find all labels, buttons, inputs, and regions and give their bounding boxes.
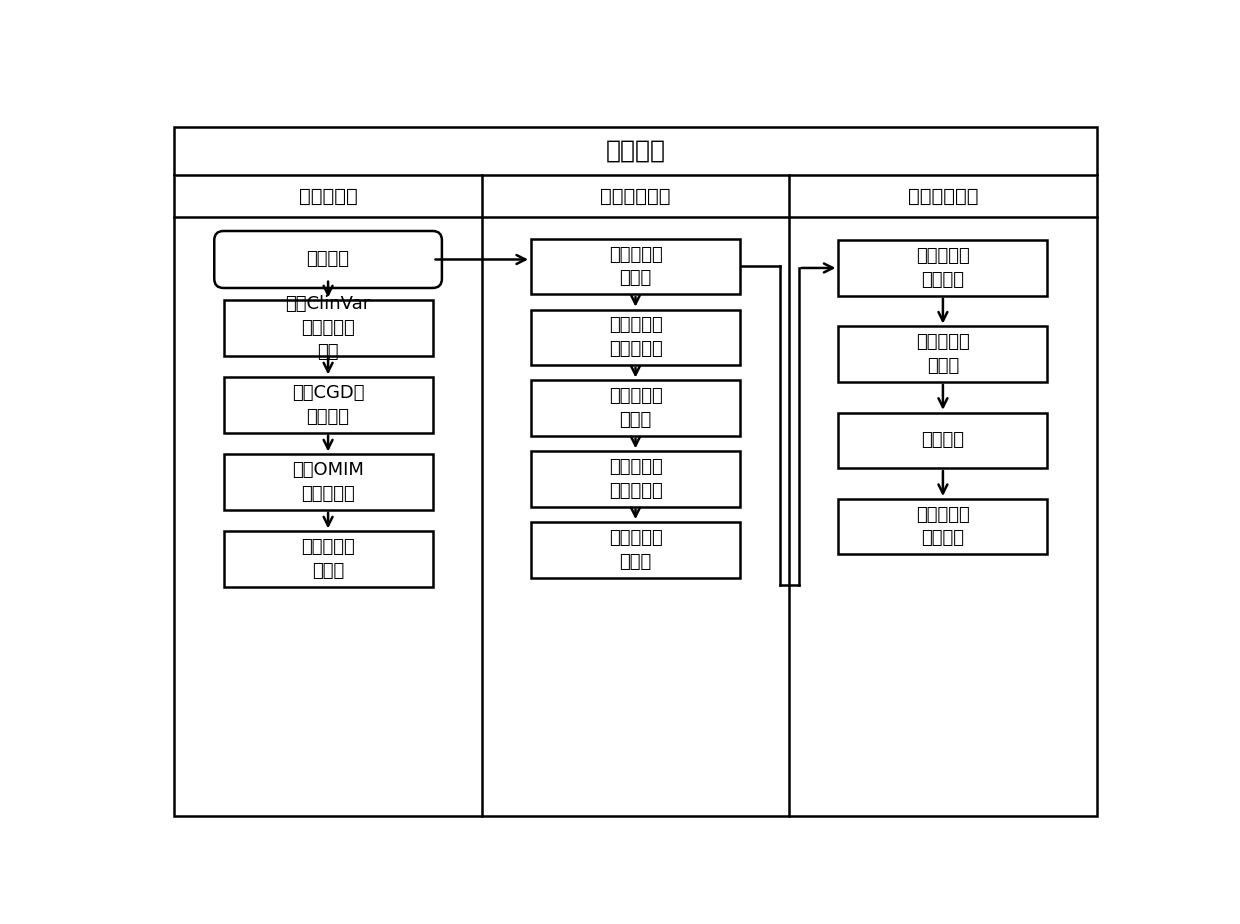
Text: 输出变异解
读信息表: 输出变异解 读信息表 [916, 505, 970, 548]
Bar [531, 381, 740, 436]
Bar [838, 240, 1048, 296]
Bar [223, 377, 433, 432]
Text: 处理输入变
异信息: 处理输入变 异信息 [609, 246, 662, 287]
Text: 加载ClinVar
疾病变异数
据库: 加载ClinVar 疾病变异数 据库 [285, 296, 371, 360]
Text: 获取其他数
据信息: 获取其他数 据信息 [609, 529, 662, 571]
Text: 获取人群变
异频率信息: 获取人群变 异频率信息 [609, 316, 662, 359]
Bar [223, 455, 433, 510]
Text: 处理解读证据: 处理解读证据 [908, 187, 978, 205]
Text: 变异解读: 变异解读 [605, 139, 666, 163]
Bar [531, 451, 740, 506]
Bar [223, 531, 433, 587]
Bar [838, 413, 1048, 468]
Text: 加载自定义
数据库: 加载自定义 数据库 [301, 538, 355, 580]
Text: 加载OMIM
疾病数据库: 加载OMIM 疾病数据库 [293, 461, 365, 503]
Text: 加载数据库: 加载数据库 [299, 187, 357, 205]
Text: 处理致病性
变异证据: 处理致病性 变异证据 [916, 247, 970, 289]
FancyBboxPatch shape [215, 231, 441, 288]
Bar [531, 238, 740, 294]
Text: 收集变异信息: 收集变异信息 [600, 187, 671, 205]
Bar [531, 310, 740, 365]
Text: 加载CGD疾
病数据库: 加载CGD疾 病数据库 [291, 384, 365, 426]
Text: 获取疾病变
异信息: 获取疾病变 异信息 [609, 387, 662, 429]
Bar [838, 326, 1048, 382]
Text: 变异分类: 变异分类 [921, 432, 965, 449]
Text: 参数设置: 参数设置 [306, 250, 350, 269]
Text: 获取变异功
能预测信息: 获取变异功 能预测信息 [609, 458, 662, 500]
Bar [223, 300, 433, 356]
Text: 处理良性变
异证据: 处理良性变 异证据 [916, 334, 970, 375]
Bar [838, 499, 1048, 554]
Bar [531, 522, 740, 578]
